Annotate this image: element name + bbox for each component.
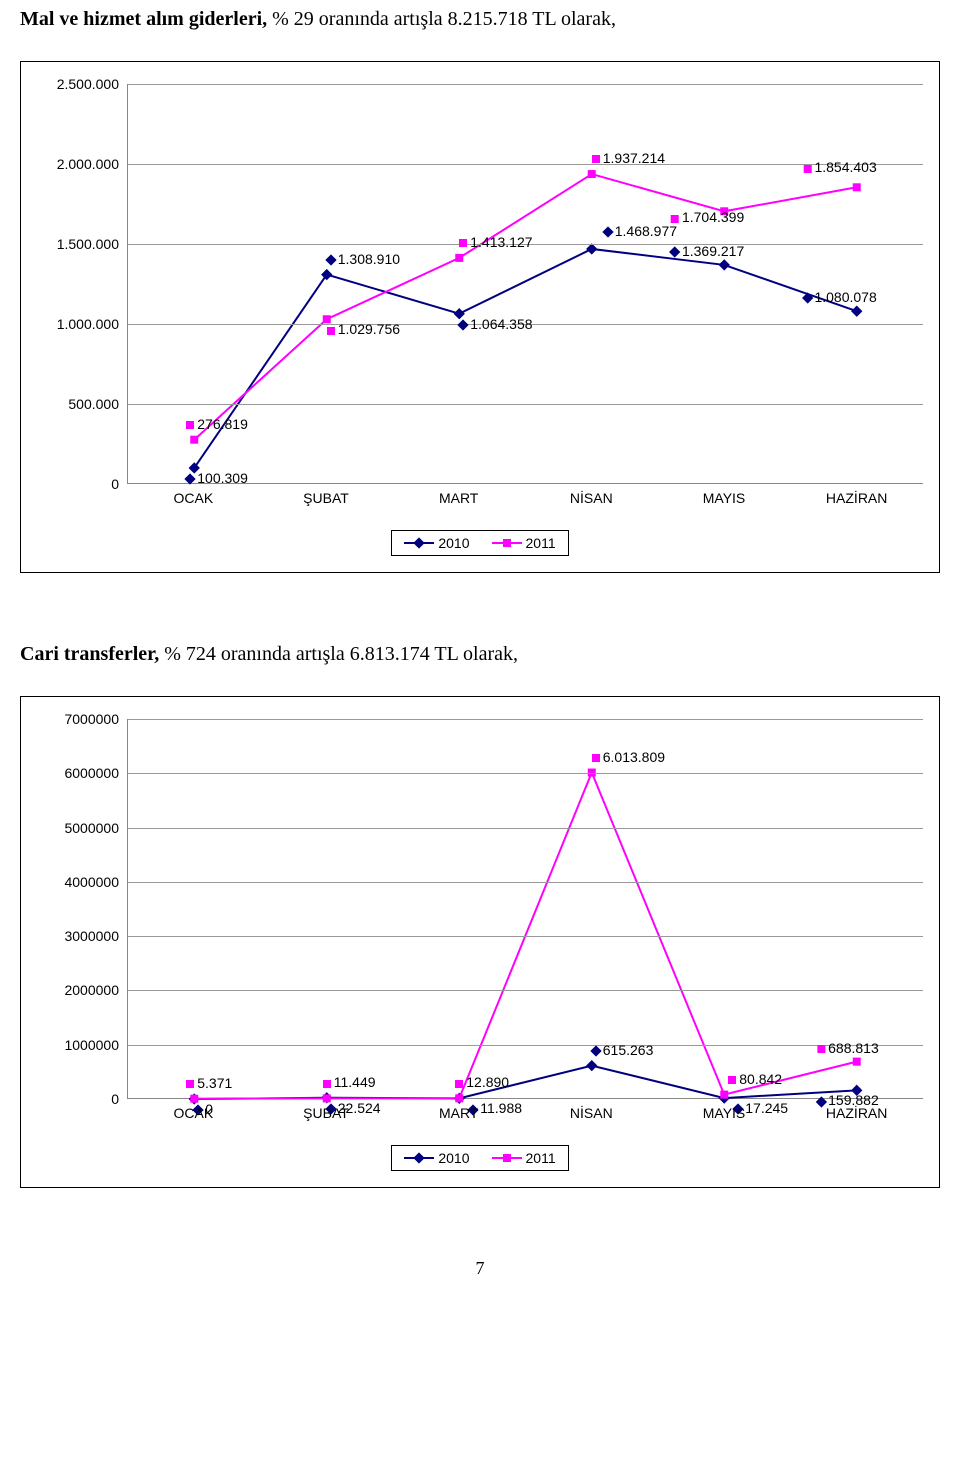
- y-tick-label: 0: [111, 1091, 119, 1107]
- y-tick-label: 1.500.000: [57, 236, 119, 252]
- data-point-marker-icon: [802, 293, 813, 304]
- x-category-label: HAZİRAN: [826, 490, 887, 506]
- chart-2-y-axis: 0100000020000003000000400000050000006000…: [37, 719, 127, 1099]
- y-tick-label: 2.500.000: [57, 76, 119, 92]
- chart-2-frame: 0 1000000 2000000 3000000 4000000 5000000 6000…: [20, 696, 940, 1188]
- chart-2-legend: 2010 2011: [391, 1145, 568, 1171]
- x-category-label: HAZİRAN: [826, 1105, 887, 1121]
- chart-1-y-axis: 0500.0001.000.0001.500.0002.000.0002.500…: [37, 84, 127, 484]
- data-point-label: 11.449: [323, 1074, 376, 1090]
- x-category-label: NİSAN: [570, 1105, 613, 1121]
- data-point-label: 688.813: [817, 1040, 879, 1056]
- x-category-label: NİSAN: [570, 490, 613, 506]
- legend-item-2010-b: 2010: [404, 1150, 469, 1166]
- data-point-label: 1.468.977: [604, 223, 677, 239]
- data-point-label: 1.369.217: [671, 243, 744, 259]
- y-tick-label: 4000000: [64, 874, 119, 890]
- chart-1-legend: 2010 2011: [391, 530, 568, 556]
- x-category-label: MAYIS: [703, 490, 746, 506]
- y-tick-label: 2000000: [64, 982, 119, 998]
- legend-item-2010: 2010: [404, 535, 469, 551]
- data-point-marker-icon: [186, 1080, 194, 1088]
- heading-2-bold: Cari transferler,: [20, 643, 159, 665]
- data-point-marker-icon: [327, 327, 335, 335]
- y-tick-label: 500.000: [68, 396, 119, 412]
- legend-item-2011-b: 2011: [492, 1150, 556, 1166]
- legend-item-2011: 2011: [492, 535, 556, 551]
- data-point-marker-icon: [323, 1080, 331, 1088]
- data-point-label: 100.309: [186, 470, 248, 486]
- data-point-label: 6.013.809: [592, 749, 665, 765]
- x-category-label: MAYIS: [703, 1105, 746, 1121]
- data-point-label: 1.080.078: [803, 289, 876, 305]
- legend-label-2011-b: 2011: [526, 1150, 556, 1166]
- page-number: 7: [20, 1258, 940, 1279]
- legend-label-2011: 2011: [526, 535, 556, 551]
- data-point-label: 1.413.127: [459, 234, 532, 250]
- chart-1-frame: 0 500.000 1.000.000 1.500.000 2.000.000 2.500…: [20, 61, 940, 573]
- data-point-marker-icon: [671, 215, 679, 223]
- chart-1-plot-area: 100.309 1.308.910 1.064.358 1.468.977 1.369.…: [127, 84, 923, 484]
- data-point-label: 1.308.910: [327, 251, 400, 267]
- data-point-label: 1.064.358: [459, 316, 532, 332]
- legend-label-2010-b: 2010: [438, 1150, 469, 1166]
- x-category-label: OCAK: [173, 1105, 213, 1121]
- legend-label-2010: 2010: [438, 535, 469, 551]
- x-category-label: OCAK: [173, 490, 213, 506]
- data-point-label: 1.029.756: [327, 321, 400, 337]
- data-point-label: 1.937.214: [592, 150, 665, 166]
- data-point-marker-icon: [803, 165, 811, 173]
- x-category-label: ŞUBAT: [303, 490, 349, 506]
- heading-2-rest: % 724 oranında artışla 6.813.174 TL olar…: [159, 643, 518, 665]
- data-point-marker-icon: [590, 1045, 601, 1056]
- heading-1-bold: Mal ve hizmet alım giderleri,: [20, 8, 267, 30]
- data-point-marker-icon: [458, 319, 469, 330]
- y-tick-label: 7000000: [64, 711, 119, 727]
- data-point-marker-icon: [325, 254, 336, 265]
- x-category-label: ŞUBAT: [303, 1105, 349, 1121]
- x-category-label: MART: [439, 490, 478, 506]
- data-point-marker-icon: [669, 247, 680, 258]
- y-tick-label: 2.000.000: [57, 156, 119, 172]
- y-tick-label: 1.000.000: [57, 316, 119, 332]
- data-point-marker-icon: [185, 474, 196, 485]
- heading-1: Mal ve hizmet alım giderleri, % 29 oranı…: [20, 8, 940, 31]
- y-tick-label: 0: [111, 476, 119, 492]
- y-tick-label: 5000000: [64, 820, 119, 836]
- data-point-label: 12.890: [455, 1074, 509, 1090]
- data-point-label: 276.819: [186, 416, 248, 432]
- data-point-label: 80.842: [728, 1071, 782, 1087]
- data-point-label: 1.854.403: [803, 159, 876, 175]
- chart-2-plot-area: 022.52411.988615.26317.245159.8825.37111…: [127, 719, 923, 1099]
- data-point-marker-icon: [592, 754, 600, 762]
- x-category-label: MART: [439, 1105, 478, 1121]
- data-point-label: 1.704.399: [671, 209, 744, 225]
- chart-2-x-axis: OCAK ŞUBAT MART NİSAN MAYIS HAZİRAN: [127, 1105, 923, 1127]
- heading-2: Cari transferler, % 724 oranında artışla…: [20, 643, 940, 666]
- data-point-marker-icon: [817, 1045, 825, 1053]
- heading-1-rest: % 29 oranında artışla 8.215.718 TL olara…: [267, 8, 616, 30]
- y-tick-label: 3000000: [64, 928, 119, 944]
- y-tick-label: 1000000: [64, 1037, 119, 1053]
- data-point-marker-icon: [459, 239, 467, 247]
- data-point-marker-icon: [186, 421, 194, 429]
- y-tick-label: 6000000: [64, 765, 119, 781]
- data-point-label: 5.371: [186, 1075, 232, 1091]
- data-point-marker-icon: [728, 1076, 736, 1084]
- data-point-marker-icon: [592, 155, 600, 163]
- chart-1-x-axis: OCAK ŞUBAT MART NİSAN MAYIS HAZİRAN: [127, 490, 923, 512]
- data-point-marker-icon: [602, 227, 613, 238]
- chart-2-lines: [128, 719, 923, 1099]
- data-point-label: 615.263: [592, 1042, 654, 1058]
- data-point-marker-icon: [455, 1080, 463, 1088]
